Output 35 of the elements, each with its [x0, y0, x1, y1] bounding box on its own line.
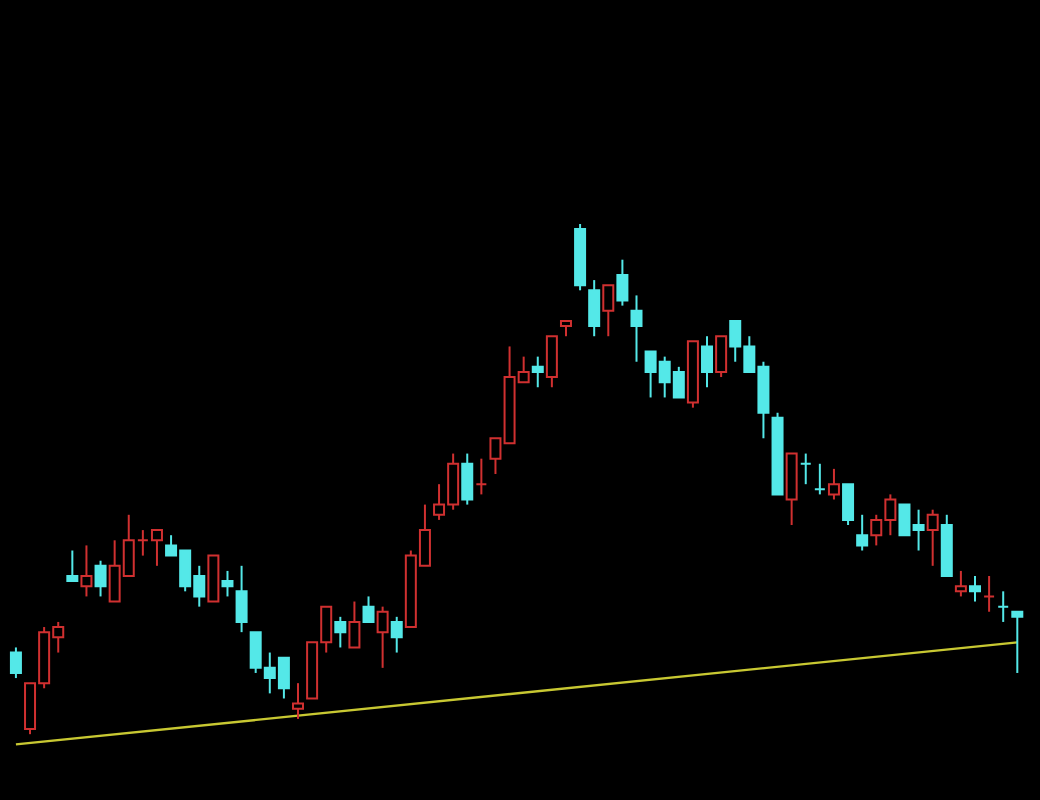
candlestick: [66, 549, 79, 583]
candlestick: [475, 457, 488, 496]
candlestick: [701, 335, 714, 389]
candlestick: [983, 575, 996, 613]
candlestick: [715, 335, 728, 379]
candlestick: [376, 605, 389, 669]
candlestick: [207, 554, 220, 603]
candlestick: [856, 513, 869, 552]
candlestick: [1011, 610, 1024, 674]
candlestick: [545, 335, 558, 389]
candlestick: [390, 615, 403, 654]
candlestick: [221, 569, 234, 598]
candlestick: [9, 646, 22, 680]
candlestick: [602, 284, 615, 338]
candlestick: [531, 355, 544, 389]
candlestick: [954, 569, 967, 598]
candlestick: [80, 544, 93, 598]
candlestick: [348, 600, 361, 649]
candlestick: [842, 483, 855, 526]
candlestick: [968, 575, 981, 603]
candlestick: [616, 258, 629, 307]
candlestick: [235, 564, 248, 634]
candlestick: [827, 467, 840, 501]
candlestick: [997, 590, 1010, 623]
candlestick: [334, 615, 347, 649]
candlestick: [292, 682, 304, 720]
candlestick: [926, 508, 939, 567]
candlestick: [813, 462, 826, 496]
candlestick: [588, 279, 601, 338]
candlestick: [630, 294, 643, 363]
candlestick: [461, 452, 474, 506]
candlestick: [94, 559, 107, 598]
candlestick: [799, 452, 812, 486]
candlestick: [785, 452, 798, 526]
candlestick: [362, 595, 375, 623]
